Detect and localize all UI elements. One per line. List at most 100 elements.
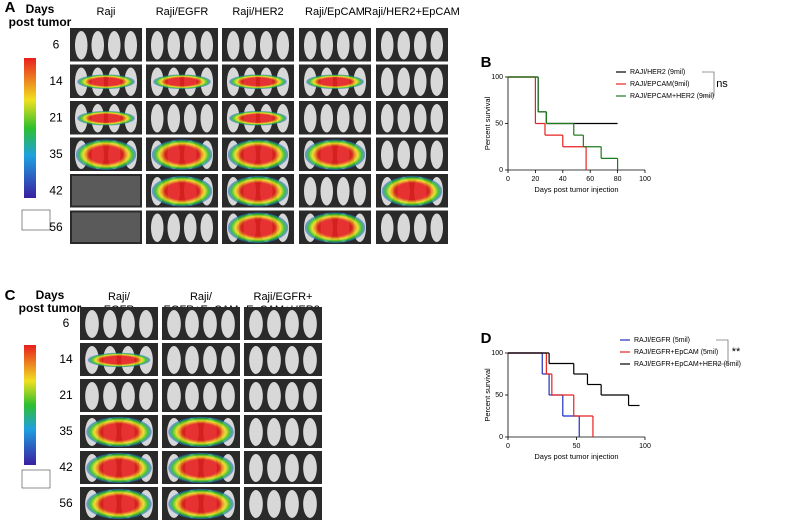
signal	[381, 175, 443, 207]
signal	[151, 175, 213, 207]
signal	[86, 488, 152, 520]
mouse	[203, 382, 217, 410]
days-label: post tumor	[9, 15, 72, 29]
mouse	[249, 310, 263, 338]
mouse	[167, 346, 181, 374]
mouse	[430, 104, 444, 133]
row-day: 14	[59, 352, 73, 366]
signal	[77, 74, 135, 90]
row-day: 42	[59, 460, 73, 474]
mouse	[249, 490, 263, 518]
mouse	[121, 382, 135, 410]
mouse	[121, 310, 135, 338]
mouse	[267, 382, 281, 410]
column-header: Raji/HER2	[232, 6, 283, 18]
mouse	[150, 213, 164, 242]
mouse	[397, 31, 411, 60]
y-axis-label: Percent survival	[483, 368, 492, 422]
x-tick-label: 0	[506, 176, 510, 183]
mouse	[203, 346, 217, 374]
mouse	[353, 177, 367, 206]
mouse	[267, 490, 281, 518]
mouse	[303, 310, 317, 338]
mouse	[285, 418, 299, 446]
mouse	[200, 31, 214, 60]
mouse	[139, 310, 153, 338]
row-day: 21	[49, 110, 63, 124]
color-scale	[24, 345, 36, 465]
column-header: Raji	[97, 6, 116, 18]
image-empty	[72, 212, 140, 242]
mouse	[243, 31, 257, 60]
mouse	[353, 104, 367, 133]
mouse	[320, 31, 334, 60]
x-tick-label: 40	[559, 176, 567, 183]
mouse	[259, 31, 273, 60]
mouse	[249, 418, 263, 446]
mouse	[267, 310, 281, 338]
mouse	[167, 104, 181, 133]
mouse	[397, 213, 411, 242]
mouse	[380, 31, 394, 60]
mouse	[183, 213, 197, 242]
signal	[75, 139, 137, 171]
x-tick-label: 20	[532, 176, 540, 183]
row-day: 35	[59, 424, 73, 438]
x-tick-label: 100	[639, 443, 651, 450]
legend-label: RAJI/EPCAM(9mil)	[630, 81, 690, 88]
signal	[168, 452, 234, 484]
y-tick-label: 100	[491, 74, 503, 81]
mouse	[185, 346, 199, 374]
mouse	[221, 382, 235, 410]
legend-label: RAJI/EGFR+EpCAM (5mil)	[634, 349, 718, 356]
mouse	[413, 213, 427, 242]
mouse	[353, 31, 367, 60]
signal	[77, 110, 135, 126]
mouse	[397, 104, 411, 133]
mouse	[124, 31, 138, 60]
mouse	[249, 454, 263, 482]
mouse	[430, 31, 444, 60]
mouse	[430, 67, 444, 96]
mouse	[107, 31, 121, 60]
signal	[304, 139, 366, 171]
mouse	[336, 177, 350, 206]
mouse	[167, 213, 181, 242]
image-empty	[72, 176, 140, 206]
row-day: 42	[49, 183, 63, 197]
signal	[168, 416, 234, 448]
mouse	[285, 490, 299, 518]
column-header: Raji/	[108, 291, 131, 303]
signal	[86, 452, 152, 484]
mouse	[74, 31, 88, 60]
mouse	[413, 104, 427, 133]
mouse	[103, 310, 117, 338]
mouse	[276, 31, 290, 60]
column-header: Raji/	[190, 291, 213, 303]
bracket	[702, 71, 715, 97]
mouse	[200, 104, 214, 133]
signal	[168, 488, 234, 520]
mouse	[380, 213, 394, 242]
mouse	[285, 346, 299, 374]
panel-letter: B	[481, 54, 492, 71]
mouse	[200, 213, 214, 242]
mouse	[413, 31, 427, 60]
mouse	[150, 31, 164, 60]
y-axis-label: Percent survival	[483, 96, 492, 150]
days-label: Days	[36, 288, 65, 302]
signal	[229, 74, 287, 90]
mouse	[183, 31, 197, 60]
mouse	[336, 31, 350, 60]
y-tick-label: 0	[499, 434, 503, 441]
signal	[153, 74, 211, 90]
row-day: 14	[49, 74, 63, 88]
mouse	[285, 454, 299, 482]
mouse	[185, 382, 199, 410]
mouse	[397, 140, 411, 169]
mouse	[303, 418, 317, 446]
column-header: Raji/EpCAM	[305, 6, 365, 18]
column-header: Raji/EGFR	[156, 6, 209, 18]
